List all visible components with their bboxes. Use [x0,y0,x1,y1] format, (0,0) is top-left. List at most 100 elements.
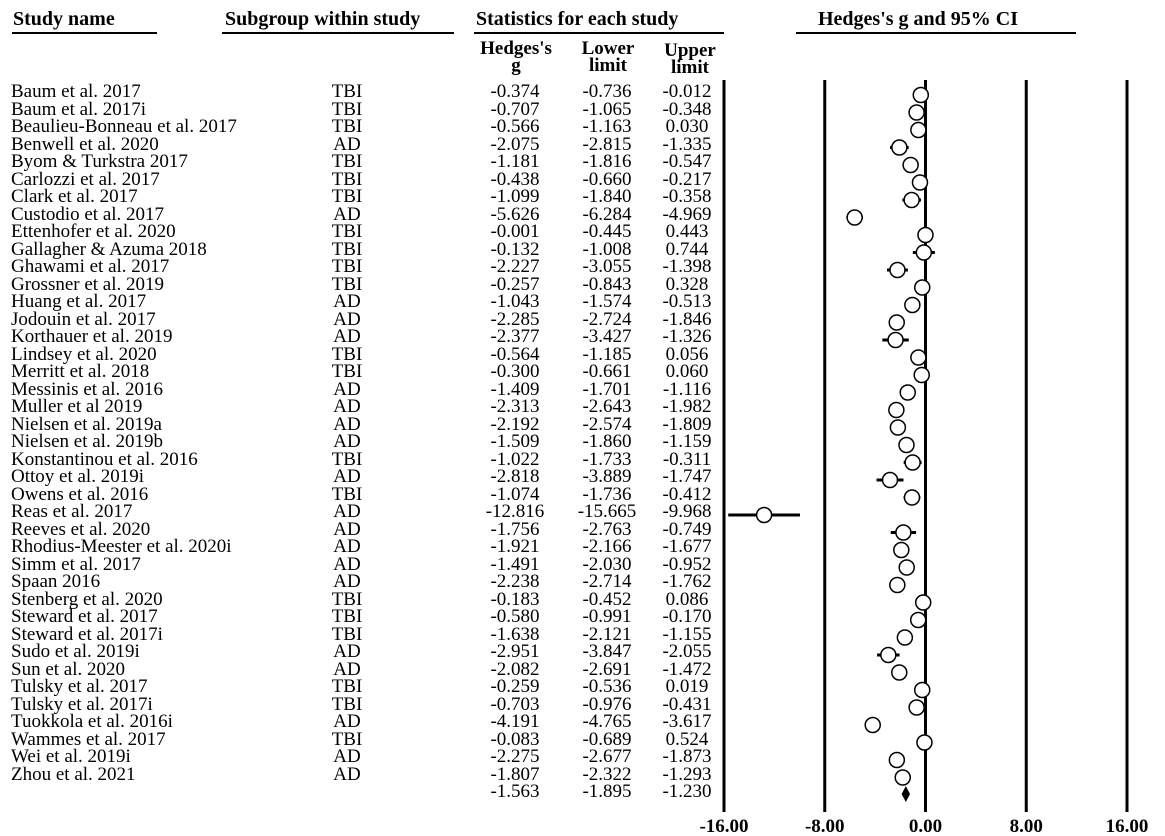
subgroup-header: Subgroup within study [225,8,421,30]
subgroup-cell: TBI [331,98,363,120]
lower-limit-cell: -2.763 [582,518,632,540]
subgroup-cell: AD [333,203,361,225]
summary-hedges-g-cell: -1.563 [490,781,540,802]
effect-size-marker [912,86,930,104]
effect-size-marker [755,506,773,524]
upper-limit-cell: -9.968 [662,501,712,522]
subgroup-cell: TBI [331,186,363,207]
subgroup-cell: AD [333,641,361,662]
hedges-g-cell: -4.191 [490,711,540,732]
effect-size-marker [891,139,908,156]
effect-size-marker [887,331,904,349]
subgroup-cell: AD [333,413,361,435]
subgroup-underline [222,32,454,34]
effect-size-marker [903,191,920,209]
lower-limit-header-line1: Lower [581,38,635,59]
study-name-cell: Tuokkola et al. 2016i [11,711,173,732]
lower-limit-column-header: Lower limit [568,38,648,76]
lower-limit-cell: -1.008 [582,238,632,260]
hedges-g-column-header: Hedges's g [468,39,564,75]
study-name-cell: Lindsey et al. 2020 [11,343,157,365]
effect-size-marker [916,734,933,751]
study-name-cell: Tulsky et al. 2017i [11,693,153,715]
subgroup-cell: TBI [331,221,363,242]
hedges-g-cell: -0.580 [490,606,540,627]
effect-size-marker [889,261,906,279]
study-name-cell: Rhodius-Meester et al. 2020i [11,536,232,557]
hedges-g-cell: -1.756 [490,518,540,540]
lower-limit-cell: -4.765 [582,711,632,732]
upper-limit-cell: -0.412 [662,483,712,505]
x-tick-label: 0.00 [909,816,942,836]
effect-size-marker [896,629,914,646]
upper-limit-cell: -1.398 [662,256,712,277]
subgroup-cell: AD [333,763,361,785]
effect-size-marker [910,349,927,366]
effect-size-marker [908,104,925,121]
effect-size-marker [902,156,919,174]
effect-size-marker [914,279,931,296]
lower-limit-cell: -0.843 [582,273,632,295]
study-name-cell: Merritt et al. 2018 [11,361,150,382]
upper-limit-cell: -0.358 [662,186,712,207]
upper-limit-cell: 0.328 [665,273,709,295]
study-name-cell: Baum et al. 2017i [11,98,147,120]
subgroup-cell: AD [333,746,361,767]
upper-limit-header-line2: limit [671,57,709,78]
upper-limit-cell: -1.762 [662,571,712,592]
lower-limit-cell: -1.816 [582,151,632,172]
lower-limit-cell: -1.840 [582,186,632,207]
study-name-cell: Nielsen et al. 2019b [11,431,163,452]
upper-limit-cell: -1.335 [662,133,712,155]
lower-limit-cell: -0.736 [582,81,632,102]
subgroup-cell: AD [333,711,361,732]
study-name-cell: Steward et al. 2017 [11,606,158,627]
upper-limit-cell: -0.348 [662,98,712,120]
study-name-underline [12,32,157,34]
hedges-g-cell: -1.921 [490,536,540,557]
effect-size-marker [888,401,905,419]
subgroup-cell: TBI [331,483,363,505]
hedges-g-cell: -0.257 [490,273,540,295]
lower-limit-cell: -2.815 [582,133,632,155]
lower-limit-header-line2: limit [589,55,627,76]
study-name-cell: Korthauer et al. 2019 [11,326,173,347]
hedges-g-cell: -2.377 [490,326,540,347]
lower-limit-cell: -0.445 [582,221,632,242]
subgroup-cell: TBI [331,588,363,610]
subgroup-cell: AD [333,466,361,487]
hedges-g-cell: -2.818 [490,466,540,487]
study-name-cell: Ottoy et al. 2019i [11,466,144,487]
study-name-cell: Simm et al. 2017 [11,553,141,575]
upper-limit-column-header: Upper limit [652,41,728,78]
hedges-g-cell: -1.638 [490,623,540,645]
upper-limit-cell: -4.969 [662,203,712,225]
upper-limit-cell: -1.982 [662,396,712,417]
hedges-g-cell: -1.074 [490,483,540,505]
subgroup-cell: AD [333,658,361,680]
upper-limit-cell: -0.952 [662,553,712,575]
lower-limit-cell: -2.322 [582,763,632,785]
upper-limit-cell: -0.311 [662,448,712,470]
subgroup-cell: AD [333,571,361,592]
effect-size-marker [903,489,921,506]
lower-limit-cell: -0.976 [582,693,632,715]
study-name-cell: Jodouin et al. 2017 [11,308,156,330]
lower-limit-cell: -6.284 [582,203,632,225]
lower-limit-cell: -3.427 [582,326,632,347]
study-name-cell: Sudo et al. 2019i [11,641,140,662]
study-name-cell: Gallagher & Azuma 2018 [11,238,207,260]
effect-size-marker [864,716,881,734]
upper-limit-cell: -0.170 [662,606,712,627]
hedges-g-cell: -1.491 [490,553,540,575]
study-name-cell: Grossner et al. 2019 [11,273,165,295]
lower-limit-cell: -2.121 [582,623,632,645]
effect-size-marker [894,769,911,786]
hedges-g-cell: -0.083 [490,728,540,750]
upper-limit-cell: -0.513 [662,291,712,312]
subgroup-cell: TBI [331,116,363,137]
study-name-cell: Steward et al. 2017i [11,623,163,645]
study-name-cell: Beaulieu-Bonneau et al. 2017 [11,116,237,137]
study-name-cell: Stenberg et al. 2020 [11,588,163,610]
